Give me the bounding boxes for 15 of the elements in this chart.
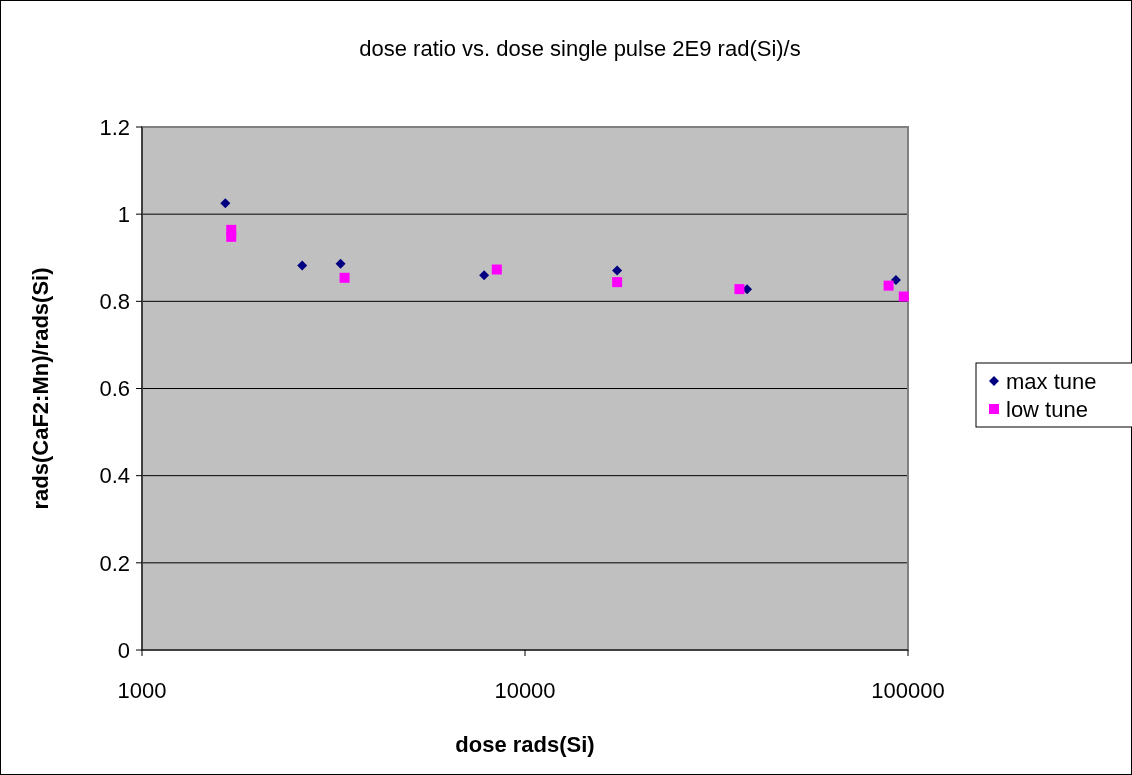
y-tick-label: 0.8 <box>99 289 130 315</box>
y-tick-label: 1.2 <box>99 114 130 140</box>
y-tick-label: 0.4 <box>99 463 130 489</box>
y-tick-label: 0 <box>117 637 130 663</box>
y-tick-label: 0.6 <box>99 376 130 402</box>
legend-label: max tune <box>1006 368 1097 394</box>
legend-label: low tune <box>1006 396 1088 422</box>
y-axis-title: rads(CaF2:Mn)/rads(Si) <box>28 267 53 510</box>
x-tick-label: 10000 <box>494 678 556 703</box>
y-tick-label: 1 <box>117 201 130 227</box>
chart-title: dose ratio vs. dose single pulse 2E9 rad(Si)/s <box>359 36 801 61</box>
x-axis-title: dose rads(Si) <box>455 732 595 757</box>
x-tick-label: 100000 <box>871 678 945 703</box>
x-tick-label: 1000 <box>117 678 167 703</box>
y-tick-label: 0.2 <box>99 550 130 576</box>
